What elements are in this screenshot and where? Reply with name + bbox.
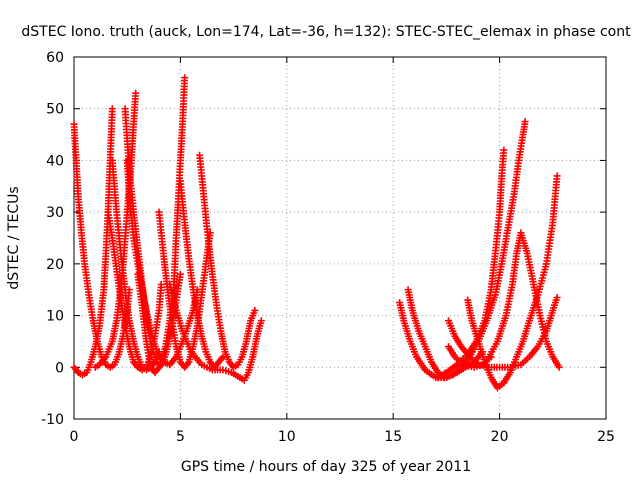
plus-marker [500, 146, 508, 154]
series-pass-18 [445, 343, 495, 371]
series-pass-10 [176, 177, 227, 371]
plus-marker [251, 306, 259, 314]
x-tick-label: 25 [597, 429, 615, 445]
y-tick-label: 30 [46, 205, 64, 221]
series-pass-17 [445, 294, 561, 371]
plus-marker [521, 118, 529, 126]
series-pass-11 [196, 151, 259, 371]
y-tick-label: 0 [55, 360, 64, 376]
y-tick-label: -10 [41, 412, 64, 428]
y-axis-label: dSTEC / TECUs [6, 186, 22, 289]
x-axis-label: GPS time / hours of day 325 of year 2011 [181, 459, 471, 475]
y-tick-label: 10 [46, 309, 64, 325]
plus-marker [553, 172, 561, 180]
series-marks [70, 74, 563, 392]
plus-marker [257, 317, 265, 325]
y-tick-label: 40 [46, 153, 64, 169]
series-pass-5 [108, 156, 163, 374]
plot-frame [73, 56, 607, 420]
series-pass-13 [396, 299, 487, 382]
plus-marker [176, 270, 184, 278]
series-pass-14 [404, 118, 529, 382]
series-pass-15 [464, 172, 561, 392]
chart-title: dSTEC Iono. truth (auck, Lon=174, Lat=-3… [21, 24, 631, 40]
x-tick-label: 5 [176, 429, 185, 445]
axis-ticks: 0 5 10 15 20 25 -10 0 10 20 30 40 50 60 [41, 50, 615, 445]
plus-marker [555, 363, 563, 371]
x-tick-label: 0 [70, 429, 79, 445]
x-tick-label: 15 [384, 429, 402, 445]
plus-marker [132, 89, 140, 97]
plus-marker [553, 294, 561, 301]
series-pass-12 [166, 281, 265, 384]
y-tick-label: 50 [46, 102, 64, 118]
plus-marker [108, 105, 116, 113]
y-tick-label: 60 [46, 50, 64, 66]
plus-marker [181, 74, 189, 82]
x-tick-label: 20 [491, 429, 509, 445]
x-tick-label: 10 [278, 429, 296, 445]
y-tick-label: 20 [46, 257, 64, 273]
series-pass-19 [485, 229, 563, 371]
